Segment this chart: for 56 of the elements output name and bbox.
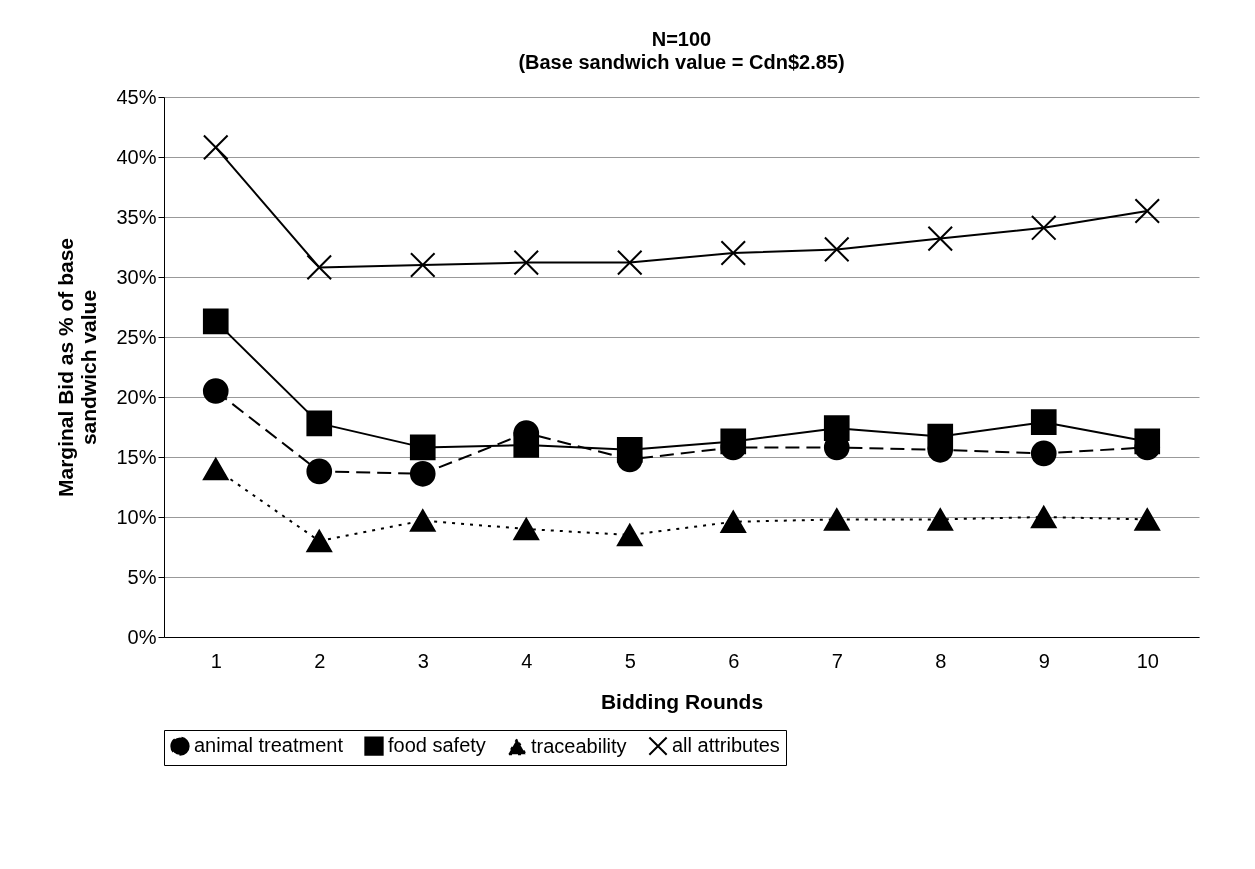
point	[409, 434, 436, 461]
point	[823, 508, 850, 531]
x-tick-label: 3	[417, 649, 429, 672]
y-tick-label: 5%	[127, 565, 157, 588]
x-tick-label: 4	[521, 649, 533, 672]
point	[513, 249, 540, 276]
point	[409, 460, 436, 487]
point	[306, 410, 333, 437]
point	[409, 252, 436, 278]
point	[1030, 214, 1057, 241]
legend-label: food safety	[388, 734, 486, 757]
x-axis-title: Bidding Rounds	[600, 689, 764, 713]
x-tick-label: 6	[728, 649, 740, 672]
point	[720, 240, 747, 266]
point	[306, 254, 333, 281]
chart-title: N=100	[651, 28, 712, 50]
point	[823, 236, 850, 263]
x-tick-label: 9	[1038, 649, 1050, 672]
point	[616, 523, 643, 547]
chart-subtitle: (Base sandwich value = Cdn$2.85)	[518, 51, 845, 73]
point	[616, 249, 643, 276]
x-tick-label: 1	[210, 649, 222, 672]
x-tick-label: 10	[1136, 649, 1159, 672]
y-tick-label: 10%	[116, 505, 157, 528]
legend-label: animal treatment	[194, 734, 344, 757]
x-tick-label: 5	[624, 649, 636, 672]
point	[1030, 505, 1057, 529]
point	[927, 225, 954, 252]
point	[1134, 508, 1161, 531]
point	[409, 509, 436, 532]
point	[1134, 198, 1161, 224]
y-tick-label: 40%	[116, 145, 157, 168]
point	[927, 508, 954, 531]
y-tick-label: 25%	[116, 325, 157, 348]
point	[306, 458, 333, 485]
y-tick-label: 15%	[116, 445, 157, 468]
point	[202, 308, 229, 335]
point	[513, 517, 540, 541]
point	[1030, 409, 1057, 436]
point	[720, 510, 747, 534]
point	[1030, 440, 1057, 467]
y-tick-label: 30%	[116, 265, 157, 288]
point	[202, 134, 229, 161]
legend-label: traceability	[531, 734, 627, 757]
point	[202, 457, 229, 481]
point	[306, 529, 333, 553]
x-tick-label: 2	[314, 649, 326, 672]
y-axis-title: Marginal Bid as % of base sandwich value	[54, 237, 101, 498]
y-tick-label: 35%	[116, 205, 157, 228]
y-tick-label: 20%	[116, 385, 157, 408]
legend-label: all attributes	[672, 734, 780, 757]
x-tick-label: 8	[935, 649, 947, 672]
y-tick-label: 0%	[127, 625, 157, 648]
y-tick-label: 45%	[116, 85, 157, 108]
point	[202, 378, 229, 404]
x-tick-label: 7	[831, 649, 843, 672]
